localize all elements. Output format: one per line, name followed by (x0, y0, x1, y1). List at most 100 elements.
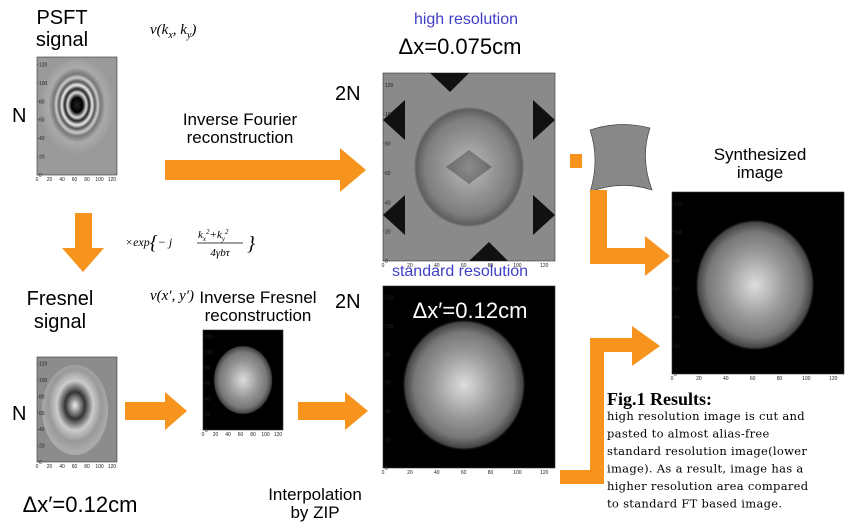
high-res-spacing: Δx=0.075cm (399, 34, 522, 59)
y-tick-label: 80 (385, 142, 391, 148)
formula-part: { (150, 232, 158, 254)
x-tick-label: 40 (723, 376, 729, 382)
x-tick-label: 0 (36, 464, 39, 470)
fresnel-recon-image (203, 330, 283, 430)
y-tick-label: 120 (205, 334, 214, 340)
cut-region (590, 124, 652, 192)
x-tick-label: 0 (382, 263, 385, 269)
y-tick-label: 100 (205, 350, 214, 356)
synthesized-label: image (737, 163, 783, 182)
interpolation-label: Interpolation (268, 485, 362, 504)
formula-part: + (210, 229, 217, 241)
y-tick-label: 20 (205, 412, 211, 418)
x-tick-label: 20 (47, 464, 53, 470)
x-tick-label: 20 (47, 177, 53, 183)
x-tick-label: 60 (238, 432, 244, 438)
x-tick-label: 40 (225, 432, 231, 438)
fourier-label: reconstruction (187, 128, 294, 147)
y-tick-label: 20 (674, 344, 680, 350)
x-tick-label: 100 (95, 464, 104, 470)
formula-part: ) (190, 22, 196, 38)
fresnel-recon-label: Inverse Fresnel (199, 288, 316, 307)
y-tick-label: 120 (39, 362, 48, 368)
x-tick-label: 40 (434, 470, 440, 476)
x-tick-label: 120 (540, 263, 549, 269)
high-res-image (383, 73, 555, 261)
psft-formula: v(kx, ky) (150, 22, 196, 41)
x-tick-label: 120 (108, 464, 117, 470)
y-tick-label: 80 (39, 99, 45, 105)
caption-line: pasted to almost alias-free (607, 427, 770, 441)
y-tick-label: 100 (39, 81, 48, 87)
y-tick-label: 80 (205, 366, 211, 372)
formula-part: v(k (150, 22, 169, 38)
high-res-title: high resolution (414, 11, 518, 28)
y-tick-label: 120 (385, 83, 394, 89)
x-tick-label: 100 (513, 263, 522, 269)
y-tick-label: 80 (385, 352, 391, 358)
y-tick-label: 100 (385, 112, 394, 118)
formula-part: ×exp (125, 235, 150, 249)
x-tick-label: 40 (59, 464, 65, 470)
x-tick-label: 80 (488, 263, 494, 269)
y-tick-label: 40 (385, 409, 391, 415)
x-tick-label: 0 (36, 177, 39, 183)
y-tick-label: 100 (39, 378, 48, 384)
x-tick-label: 20 (407, 263, 413, 269)
formula-part: y (221, 235, 226, 243)
formula-part: 2 (225, 228, 229, 236)
size-label: N (12, 403, 26, 425)
x-tick-label: 100 (261, 432, 270, 438)
phase-numerator: kx2+ky2 (198, 228, 229, 243)
x-tick-label: 100 (513, 470, 522, 476)
y-tick-label: 120 (385, 295, 394, 301)
y-tick-label: 60 (205, 381, 211, 387)
x-tick-label: 80 (84, 177, 90, 183)
y-tick-label: 60 (39, 411, 45, 417)
x-tick-label: 40 (59, 177, 65, 183)
synthesized-label: Synthesized (714, 145, 807, 164)
y-tick-label: 0 (385, 259, 388, 265)
y-tick-label: 40 (205, 397, 211, 403)
x-tick-label: 60 (72, 464, 78, 470)
x-tick-label: 0 (382, 470, 385, 476)
y-tick-label: 120 (39, 62, 48, 68)
y-tick-label: 20 (39, 155, 45, 161)
standard-res-spacing: Δx′=0.12cm (413, 298, 528, 323)
x-tick-label: 120 (108, 177, 117, 183)
phase-factor: ×exp{− j (125, 232, 173, 254)
y-tick-label: 20 (39, 444, 45, 450)
formula-part: − j (158, 235, 173, 249)
y-tick-label: 80 (39, 394, 45, 400)
y-tick-label: 40 (385, 200, 391, 206)
x-tick-label: 40 (434, 263, 440, 269)
y-tick-label: 40 (39, 427, 45, 433)
x-tick-label: 80 (488, 470, 494, 476)
x-tick-label: 60 (461, 263, 467, 269)
y-tick-label: 60 (385, 381, 391, 387)
caption-line: high resolution image is cut and (607, 409, 805, 423)
y-tick-label: 60 (674, 287, 680, 293)
x-tick-label: 60 (750, 376, 756, 382)
y-tick-label: 120 (674, 201, 683, 207)
y-tick-label: 0 (39, 173, 42, 179)
fresnel-recon-label: reconstruction (205, 306, 312, 325)
x-tick-label: 20 (407, 470, 413, 476)
x-tick-label: 0 (202, 432, 205, 438)
y-tick-label: 60 (385, 171, 391, 177)
caption-line: to standard FT based image. (607, 497, 782, 511)
y-tick-label: 0 (39, 460, 42, 466)
y-tick-label: 0 (385, 466, 388, 472)
fourier-label: Inverse Fourier (183, 110, 298, 129)
y-tick-label: 0 (674, 372, 677, 378)
y-tick-label: 20 (385, 230, 391, 236)
y-tick-label: 20 (385, 438, 391, 444)
diagram: PSFT signal v(kx, ky) N Inverse Fourier … (0, 0, 859, 527)
size-label: N (12, 105, 26, 127)
synthesized-image (672, 192, 844, 374)
psft-image (37, 57, 117, 175)
size-label: 2N (335, 291, 361, 313)
formula-part: x (202, 235, 207, 243)
size-label: 2N (335, 83, 361, 105)
interpolation-label: by ZIP (290, 503, 339, 522)
